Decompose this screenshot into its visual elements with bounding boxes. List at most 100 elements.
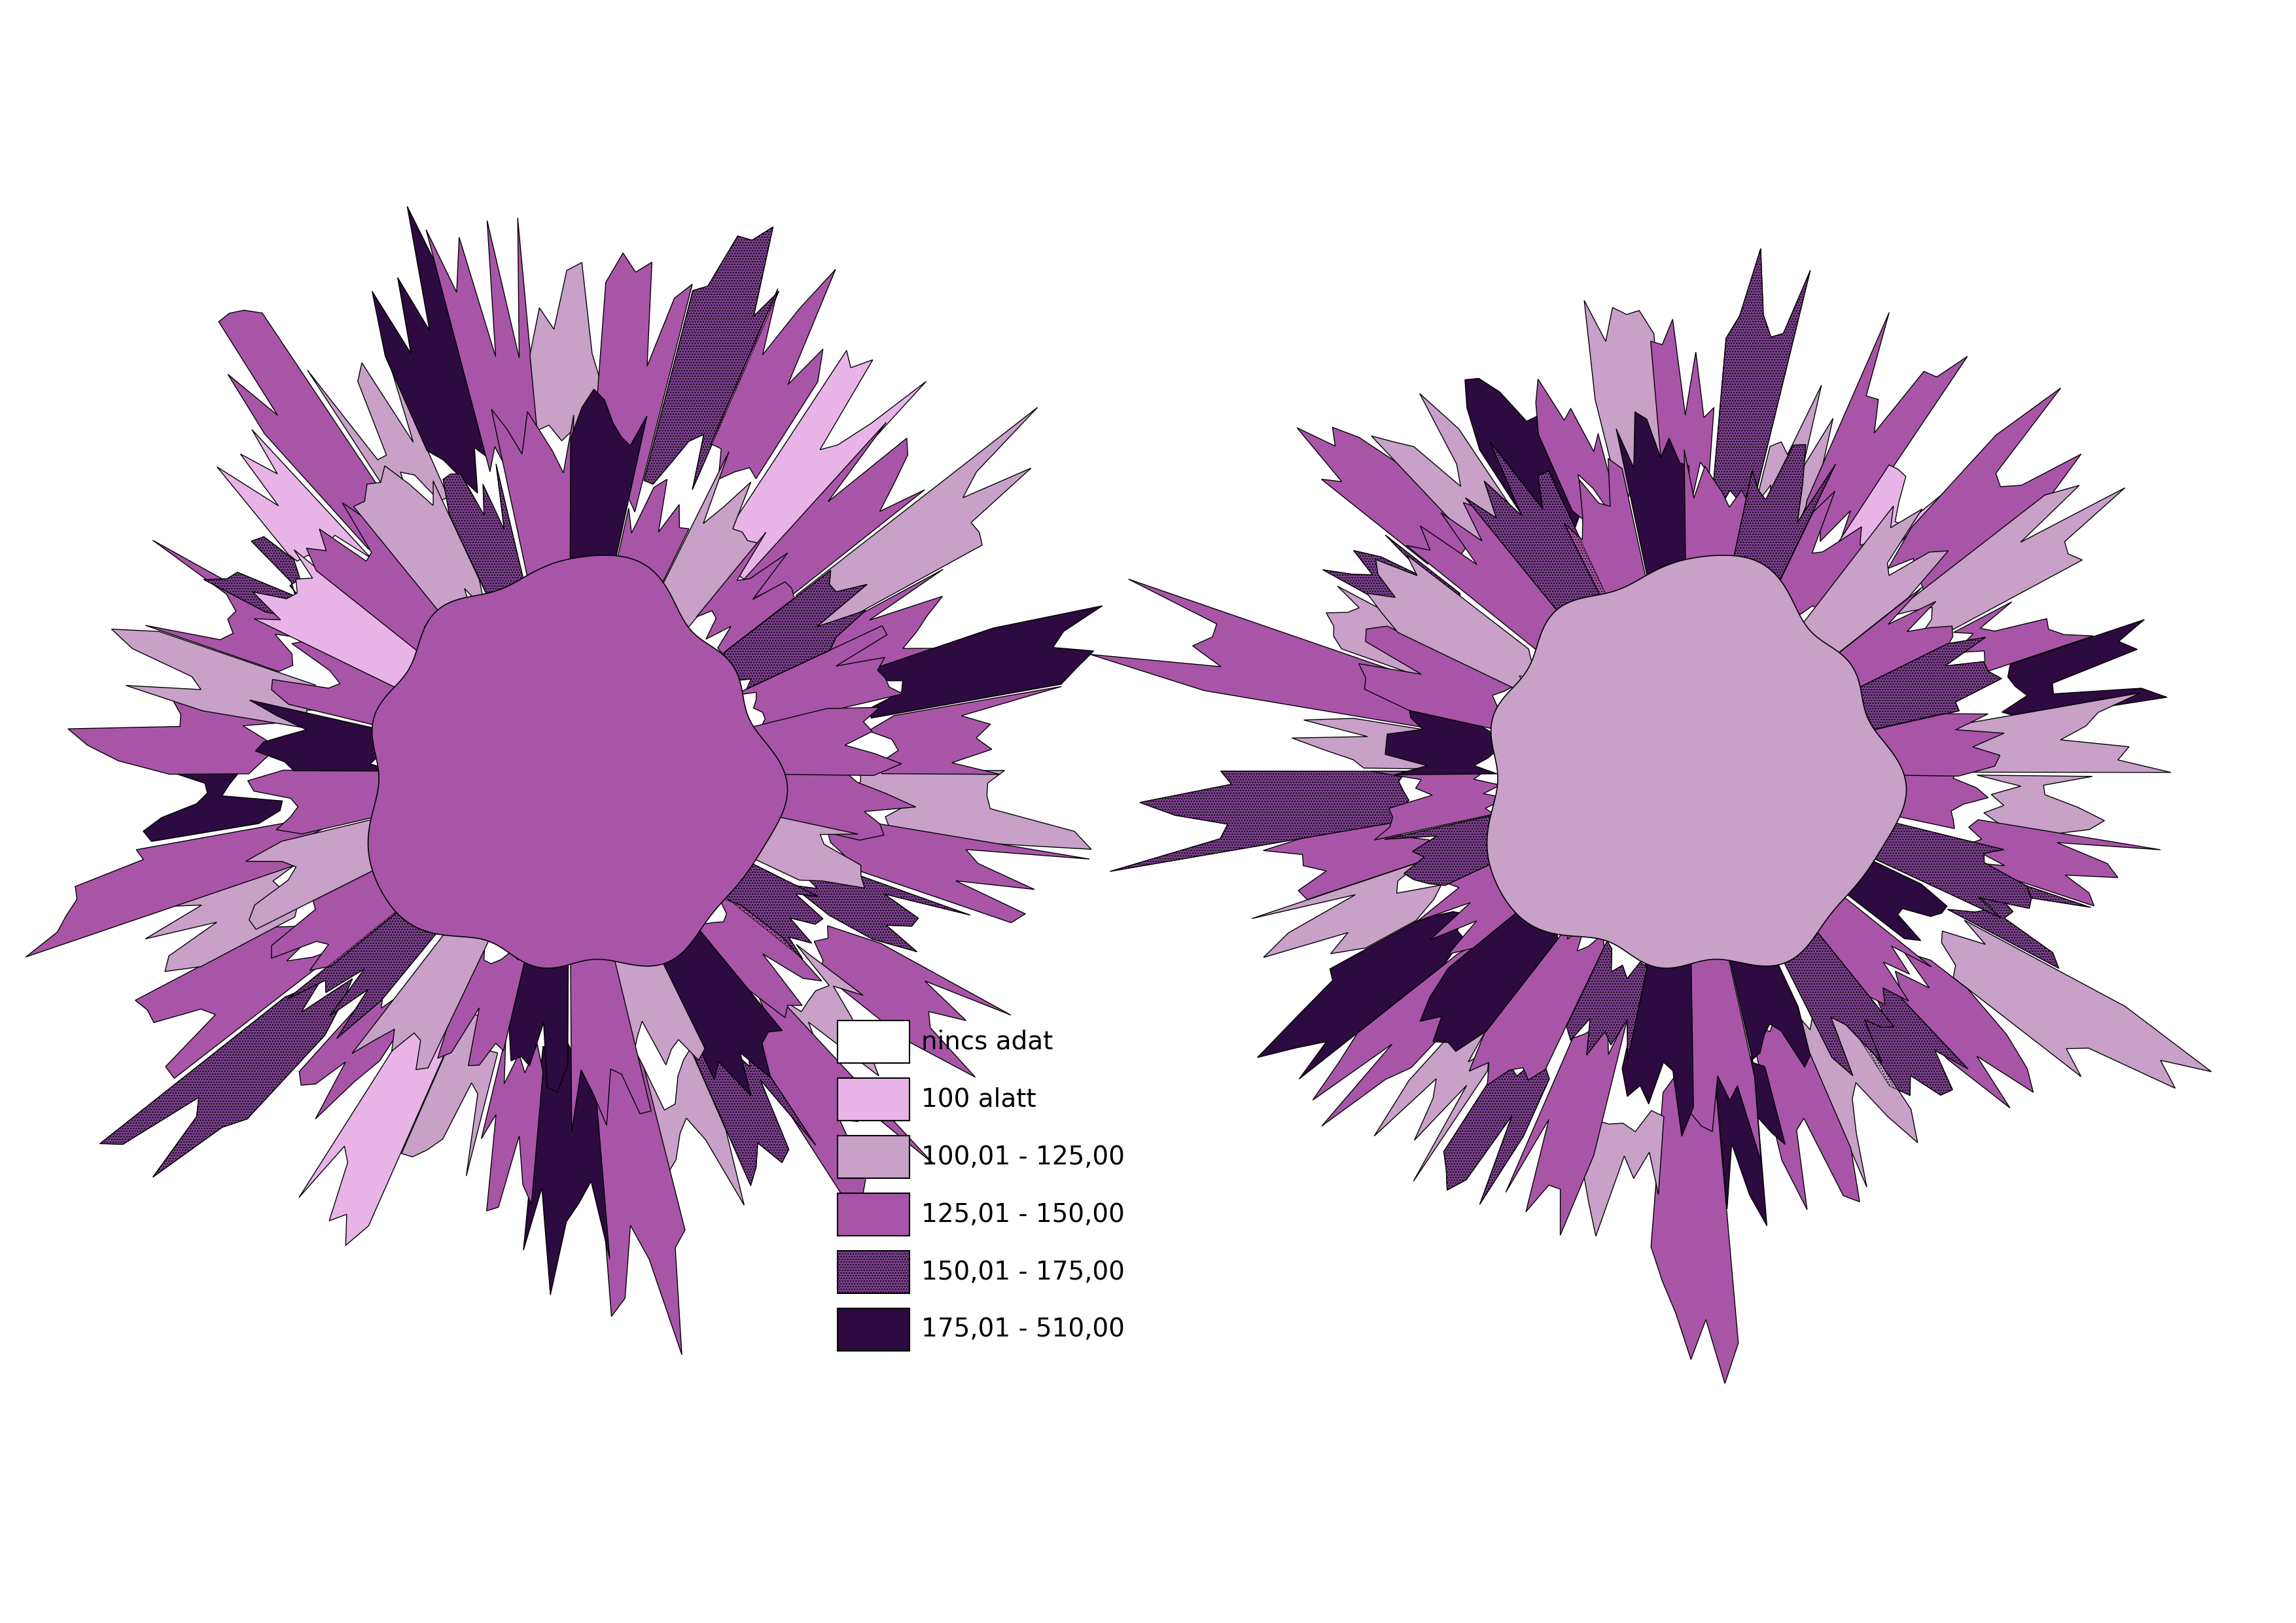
Polygon shape	[354, 466, 487, 628]
Polygon shape	[1754, 385, 1832, 536]
Polygon shape	[714, 708, 902, 776]
Polygon shape	[1258, 912, 1467, 1079]
Polygon shape	[588, 1024, 684, 1355]
Polygon shape	[523, 1026, 611, 1295]
Polygon shape	[854, 771, 1091, 849]
Polygon shape	[1651, 1042, 1738, 1383]
Polygon shape	[650, 904, 783, 1096]
Polygon shape	[1263, 816, 1449, 899]
Polygon shape	[1830, 969, 1968, 1096]
Polygon shape	[815, 925, 1010, 1078]
Polygon shape	[1322, 536, 1463, 626]
Polygon shape	[712, 805, 866, 888]
Polygon shape	[838, 1251, 909, 1294]
Polygon shape	[1371, 394, 1541, 563]
Polygon shape	[142, 774, 282, 841]
Polygon shape	[1830, 464, 1954, 588]
Polygon shape	[813, 813, 1088, 922]
Polygon shape	[794, 407, 1038, 643]
Polygon shape	[1293, 719, 1444, 769]
Polygon shape	[1789, 982, 1917, 1186]
Polygon shape	[1651, 320, 1715, 508]
Polygon shape	[569, 920, 652, 1131]
Polygon shape	[1488, 555, 1906, 969]
Polygon shape	[712, 269, 836, 479]
Polygon shape	[1297, 427, 1465, 563]
Polygon shape	[1566, 941, 1646, 1060]
Polygon shape	[1564, 458, 1651, 630]
Polygon shape	[838, 1021, 909, 1063]
Polygon shape	[762, 945, 879, 1076]
Polygon shape	[25, 818, 349, 958]
Polygon shape	[778, 570, 944, 695]
Polygon shape	[287, 878, 464, 1039]
Text: 150,01 - 175,00: 150,01 - 175,00	[921, 1259, 1125, 1284]
Polygon shape	[1894, 951, 2034, 1109]
Polygon shape	[246, 820, 416, 930]
Polygon shape	[1936, 693, 2170, 773]
Polygon shape	[790, 868, 971, 951]
Polygon shape	[1584, 300, 1662, 497]
Polygon shape	[113, 630, 340, 730]
Polygon shape	[367, 555, 788, 969]
Polygon shape	[1942, 920, 2211, 1089]
Polygon shape	[1711, 248, 1809, 519]
Text: 100,01 - 125,00: 100,01 - 125,00	[921, 1144, 1125, 1169]
Polygon shape	[838, 1136, 909, 1178]
Polygon shape	[746, 773, 916, 841]
Polygon shape	[1814, 588, 1954, 700]
Polygon shape	[1777, 492, 1876, 618]
Polygon shape	[218, 430, 372, 565]
Text: nincs adat: nincs adat	[921, 1029, 1054, 1055]
Polygon shape	[491, 409, 574, 620]
Polygon shape	[1313, 932, 1502, 1126]
Polygon shape	[298, 992, 422, 1118]
Polygon shape	[641, 1048, 744, 1206]
Polygon shape	[838, 1193, 909, 1235]
Polygon shape	[1417, 849, 1538, 954]
Polygon shape	[1375, 1006, 1499, 1182]
Polygon shape	[693, 1039, 815, 1186]
Polygon shape	[1469, 915, 1605, 1086]
Polygon shape	[712, 351, 925, 579]
Polygon shape	[308, 364, 448, 519]
Polygon shape	[1763, 907, 1894, 1076]
Polygon shape	[569, 390, 647, 630]
Polygon shape	[1729, 925, 1809, 1068]
Polygon shape	[135, 923, 344, 1078]
Polygon shape	[1685, 450, 1750, 615]
Polygon shape	[482, 1035, 542, 1211]
Polygon shape	[271, 641, 411, 732]
Polygon shape	[1536, 380, 1614, 523]
Polygon shape	[1713, 1034, 1786, 1225]
Polygon shape	[1407, 503, 1584, 664]
Polygon shape	[248, 771, 422, 834]
Polygon shape	[1722, 445, 1835, 622]
Polygon shape	[351, 904, 503, 1070]
Polygon shape	[1506, 1013, 1628, 1235]
Polygon shape	[716, 570, 868, 690]
Polygon shape	[1800, 312, 1968, 550]
Polygon shape	[850, 605, 1102, 717]
Polygon shape	[1756, 1018, 1860, 1209]
Polygon shape	[1109, 771, 1410, 872]
Polygon shape	[838, 1078, 909, 1120]
Polygon shape	[1954, 602, 2094, 678]
Polygon shape	[1091, 579, 1437, 727]
Polygon shape	[696, 532, 794, 654]
Polygon shape	[99, 979, 354, 1177]
Polygon shape	[1371, 771, 1506, 841]
Polygon shape	[643, 227, 778, 490]
Polygon shape	[737, 422, 925, 617]
Polygon shape	[1621, 915, 1694, 1136]
Polygon shape	[510, 943, 569, 1092]
Text: 100 alatt: 100 alatt	[921, 1087, 1035, 1112]
Polygon shape	[145, 540, 310, 672]
Text: 175,01 - 510,00: 175,01 - 510,00	[921, 1318, 1125, 1342]
Polygon shape	[744, 985, 934, 1203]
Polygon shape	[1465, 441, 1607, 638]
Polygon shape	[868, 687, 1061, 774]
Polygon shape	[1616, 412, 1690, 631]
Polygon shape	[1844, 769, 1988, 829]
Polygon shape	[530, 263, 602, 441]
